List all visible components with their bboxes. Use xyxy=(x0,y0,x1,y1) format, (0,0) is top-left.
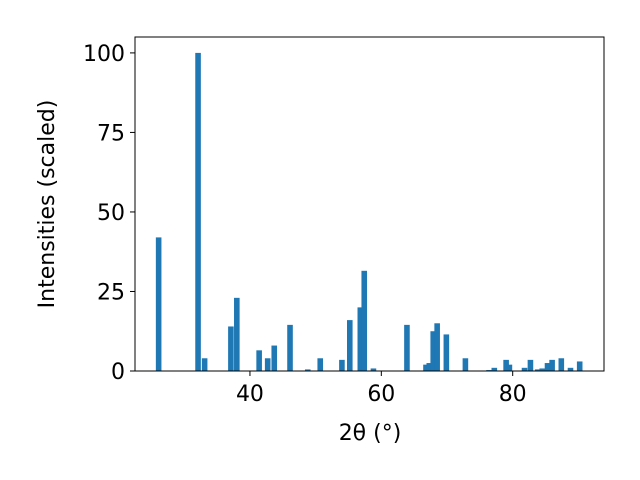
bar xyxy=(567,367,574,371)
bar xyxy=(404,324,410,371)
bar xyxy=(426,363,433,371)
bar xyxy=(539,368,546,371)
bar xyxy=(462,358,469,371)
bar xyxy=(423,364,429,371)
bar xyxy=(527,359,534,371)
y-tick-label: 0 xyxy=(111,360,125,385)
x-axis-label: 2θ (°) xyxy=(339,421,402,446)
bar xyxy=(506,364,513,371)
y-tick-label: 50 xyxy=(97,201,125,226)
x-tick-label: 80 xyxy=(499,382,527,407)
bar xyxy=(256,350,262,371)
x-tick-label: 60 xyxy=(367,382,395,407)
bar xyxy=(304,369,311,371)
bar xyxy=(549,359,555,371)
bar xyxy=(271,345,278,371)
bar xyxy=(201,358,208,371)
y-tick-label: 25 xyxy=(97,280,125,305)
bar xyxy=(234,297,240,371)
bar xyxy=(317,358,324,371)
plot-frame xyxy=(134,36,605,372)
bar xyxy=(576,361,583,371)
bar xyxy=(534,369,541,371)
bar xyxy=(357,307,364,371)
bar xyxy=(155,237,162,371)
bar xyxy=(347,320,353,371)
bar xyxy=(195,52,201,372)
bar xyxy=(361,270,368,371)
bar xyxy=(521,367,528,371)
bar xyxy=(503,359,509,371)
y-tick-label: 100 xyxy=(83,42,125,67)
y-tick-label: 75 xyxy=(97,121,125,146)
bar xyxy=(443,334,450,371)
bar xyxy=(558,358,565,371)
bar xyxy=(228,326,234,371)
bar xyxy=(264,358,271,371)
bar xyxy=(491,367,498,371)
bar xyxy=(430,331,437,371)
bar xyxy=(370,368,377,371)
y-axis-label: Intensities (scaled) xyxy=(35,100,60,309)
bar xyxy=(287,324,293,371)
x-tick-label: 40 xyxy=(236,382,264,407)
bar xyxy=(544,363,551,371)
bar xyxy=(339,359,345,371)
bar xyxy=(434,323,440,371)
